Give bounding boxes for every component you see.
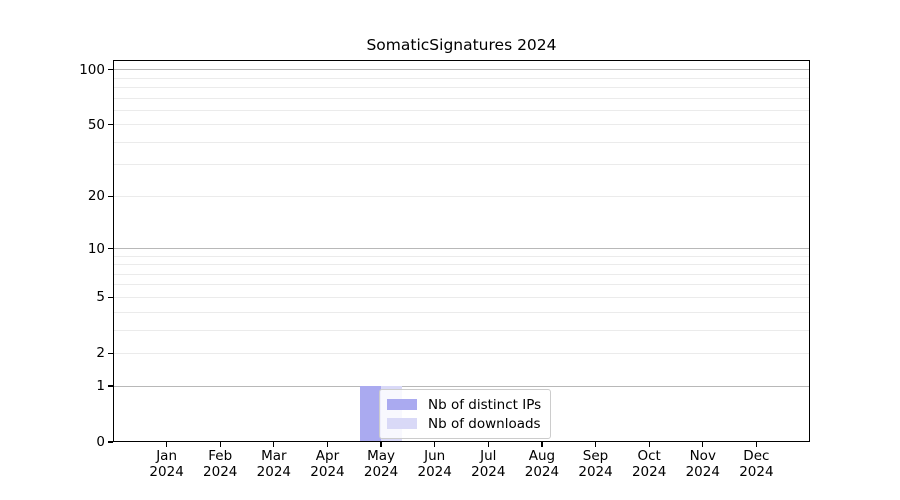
y-tick-label-5: 5 xyxy=(96,289,105,306)
x-tick-mark-jun xyxy=(434,442,436,447)
y-tick-mark-10 xyxy=(108,247,113,250)
x-tick-mark-aug xyxy=(541,442,543,447)
x-tick-mark-feb xyxy=(219,442,221,447)
y-tick-label-1: 1 xyxy=(96,378,105,395)
legend-swatch-downloads xyxy=(387,418,417,429)
gridline-minor-80 xyxy=(113,86,810,88)
y-tick-label-20: 20 xyxy=(87,188,105,205)
y-tick-label-0: 0 xyxy=(96,434,105,450)
gridline-minor-7 xyxy=(113,273,810,275)
legend-label-downloads: Nb of downloads xyxy=(428,415,541,432)
gridline-minor-9 xyxy=(113,255,810,257)
legend-row-downloads: Nb of downloads xyxy=(387,414,541,433)
x-tick-year-nov: 2024 xyxy=(685,463,720,480)
y-tick-label-2: 2 xyxy=(96,345,105,362)
x-tick-label-oct: Oct 2024 xyxy=(631,448,667,480)
x-tick-year-sep: 2024 xyxy=(578,463,613,480)
bar-distinct-ips-may xyxy=(360,386,382,442)
gridline-minor-30 xyxy=(113,164,810,166)
gridline-minor-90 xyxy=(113,77,810,79)
x-tick-mark-may xyxy=(380,442,382,447)
x-tick-year-mar: 2024 xyxy=(256,463,292,480)
gridline-major-1 xyxy=(113,385,810,387)
plot-area: Nb of distinct IPs Nb of downloads xyxy=(113,60,810,442)
x-tick-mark-jul xyxy=(487,442,489,447)
x-tick-year-oct: 2024 xyxy=(631,463,667,480)
x-tick-label-mar: Mar 2024 xyxy=(256,448,292,480)
gridline-minor-60 xyxy=(113,109,810,111)
gridline-minor-20 xyxy=(113,195,810,197)
legend: Nb of distinct IPs Nb of downloads xyxy=(379,389,552,439)
x-tick-mark-nov xyxy=(702,442,704,447)
gridline-minor-3 xyxy=(113,329,810,331)
x-tick-mark-sep xyxy=(594,442,597,447)
bar-layer xyxy=(113,60,810,442)
y-tick-mark-100 xyxy=(108,68,113,71)
x-tick-label-sep: Sep 2024 xyxy=(578,448,613,480)
x-tick-label-jan: Jan 2024 xyxy=(149,448,184,480)
gridline-major-100 xyxy=(113,69,810,71)
x-tick-label-feb: Feb 2024 xyxy=(203,448,238,480)
gridline-minor-50 xyxy=(113,124,810,126)
x-tick-mark-mar xyxy=(273,442,275,447)
y-tick-mark-2 xyxy=(108,352,113,354)
y-tick-mark-5 xyxy=(108,296,113,299)
gridline-layer xyxy=(113,60,810,442)
y-tick-label-100: 100 xyxy=(79,61,105,78)
x-tick-year-jul: 2024 xyxy=(471,463,506,480)
legend-label-distinct-ips: Nb of distinct IPs xyxy=(428,396,542,413)
gridline-minor-5 xyxy=(113,296,810,298)
gridline-minor-8 xyxy=(113,264,810,266)
x-tick-year-apr: 2024 xyxy=(310,463,345,480)
y-tick-mark-50 xyxy=(108,124,113,126)
x-tick-label-may: May 2024 xyxy=(363,448,399,480)
x-tick-label-jul: Jul 2024 xyxy=(471,448,506,480)
legend-row-distinct-ips: Nb of distinct IPs xyxy=(387,395,541,414)
gridline-minor-2 xyxy=(113,352,810,354)
x-tick-mark-jan xyxy=(165,442,168,447)
gridline-minor-40 xyxy=(113,141,810,143)
x-tick-label-aug: Aug 2024 xyxy=(524,448,560,480)
x-tick-year-jan: 2024 xyxy=(149,463,184,480)
chart-title: SomaticSignatures 2024 xyxy=(366,36,557,54)
y-tick-mark-1 xyxy=(108,385,113,387)
y-tick-label-50: 50 xyxy=(87,116,105,133)
x-tick-mark-apr xyxy=(326,442,329,447)
gridline-major-10 xyxy=(113,248,810,250)
y-tick-label-10: 10 xyxy=(87,240,105,257)
x-tick-year-aug: 2024 xyxy=(524,463,560,480)
x-tick-year-feb: 2024 xyxy=(203,463,238,480)
x-tick-mark-oct xyxy=(648,442,650,447)
y-tick-mark-20 xyxy=(108,195,113,197)
gridline-minor-70 xyxy=(113,97,810,99)
x-tick-year-dec: 2024 xyxy=(739,463,774,480)
x-tick-label-apr: Apr 2024 xyxy=(310,448,345,480)
legend-swatch-distinct-ips xyxy=(387,399,417,410)
x-tick-label-nov: Nov 2024 xyxy=(685,448,720,480)
gridline-minor-4 xyxy=(113,311,810,313)
x-tick-year-may: 2024 xyxy=(363,463,399,480)
y-tick-mark-0 xyxy=(108,441,113,443)
gridline-minor-6 xyxy=(113,284,810,286)
x-tick-label-jun: Jun 2024 xyxy=(417,448,452,480)
x-tick-label-dec: Dec 2024 xyxy=(739,448,774,480)
x-tick-year-jun: 2024 xyxy=(417,463,452,480)
x-tick-mark-dec xyxy=(755,442,758,447)
